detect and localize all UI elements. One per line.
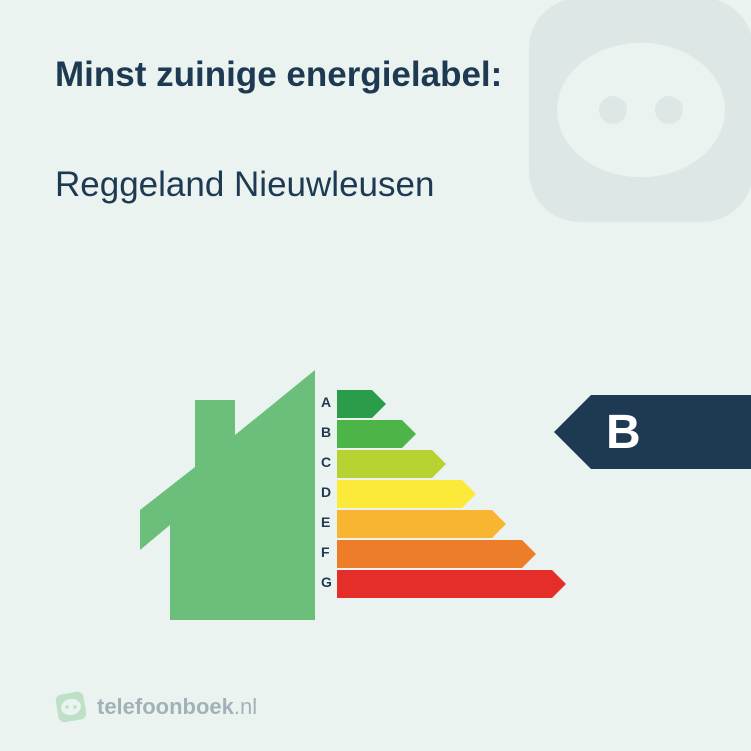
footer-brand: telefoonboek.nl	[55, 691, 257, 723]
location-name: Reggeland Nieuwleusen	[55, 165, 434, 205]
energy-label-graphic: ABCDEFG	[140, 370, 540, 620]
footer-brand-bold: telefoonboek	[97, 694, 234, 719]
bar-arrow-icon	[432, 450, 446, 478]
page-title: Minst zuinige energielabel:	[55, 55, 502, 95]
bar-label: E	[321, 514, 330, 530]
bar-arrow-icon	[522, 540, 536, 568]
footer-logo-icon	[55, 691, 87, 723]
footer-text: telefoonboek.nl	[97, 694, 257, 720]
badge-arrow	[554, 395, 591, 469]
bar-arrow-icon	[552, 570, 566, 598]
bar-arrow-icon	[492, 510, 506, 538]
bar-label: G	[321, 574, 332, 590]
bar-body	[337, 570, 552, 598]
bar-label: B	[321, 424, 331, 440]
house-icon	[140, 370, 315, 620]
bar-arrow-icon	[462, 480, 476, 508]
bar-label: C	[321, 454, 331, 470]
bar-label: A	[321, 394, 331, 410]
bar-body	[337, 420, 402, 448]
footer-brand-light: .nl	[234, 694, 257, 719]
badge-letter: B	[606, 405, 641, 460]
bar-arrow-icon	[372, 390, 386, 418]
bar-body	[337, 450, 432, 478]
bar-body	[337, 390, 372, 418]
bar-body	[337, 510, 492, 538]
bar-body	[337, 480, 462, 508]
bar-label: F	[321, 544, 330, 560]
bar-body	[337, 540, 522, 568]
bar-arrow-icon	[402, 420, 416, 448]
watermark-plug-icon	[501, 0, 751, 250]
energy-rating-badge: B	[554, 395, 751, 469]
bar-label: D	[321, 484, 331, 500]
badge-body: B	[591, 395, 751, 469]
